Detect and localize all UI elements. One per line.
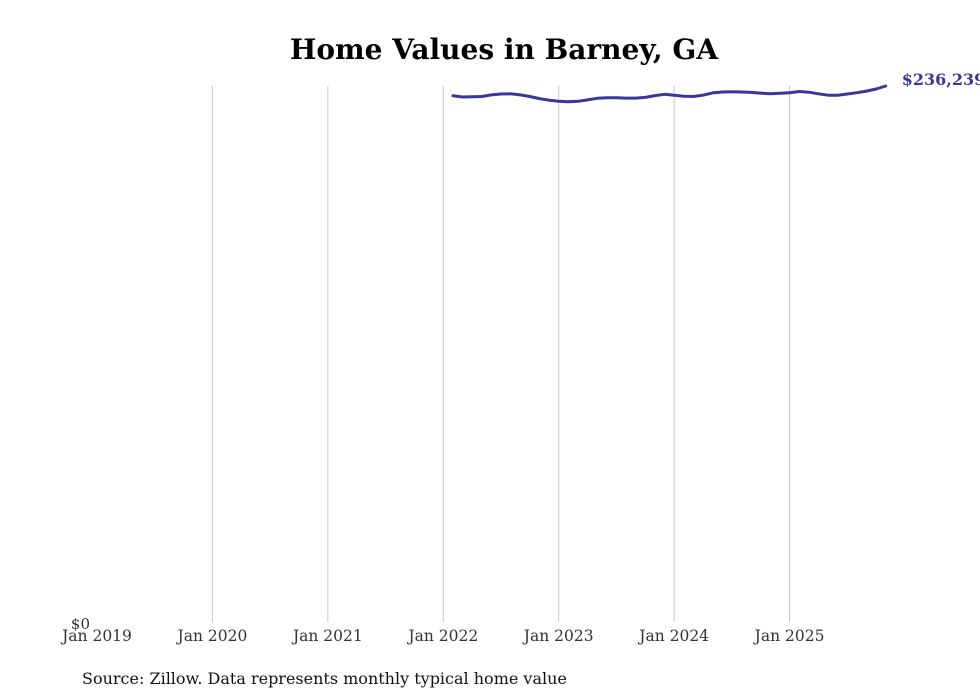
chart-title: Home Values in Barney, GA: [290, 33, 719, 66]
x-tick-label: Jan 2019: [60, 627, 132, 645]
x-tick-label: Jan 2023: [522, 627, 594, 645]
end-value-label: $236,239: [902, 70, 980, 89]
series-line: [451, 84, 888, 104]
grid-lines: [211, 86, 791, 622]
x-tick-label: Jan 2020: [176, 627, 248, 645]
y-tick-label: $0: [71, 615, 90, 633]
x-tick-label: Jan 2024: [637, 627, 709, 645]
x-axis: Jan 2019 Jan 2020 Jan 2021 Jan 2022 Jan 2023…: [60, 627, 824, 645]
x-tick-label: Jan 2025: [753, 627, 825, 645]
source-note: Source: Zillow. Data represents monthly …: [82, 669, 567, 688]
series-group: [451, 84, 888, 104]
x-tick-label: Jan 2022: [406, 627, 478, 645]
x-tick-label: Jan 2021: [291, 627, 363, 645]
